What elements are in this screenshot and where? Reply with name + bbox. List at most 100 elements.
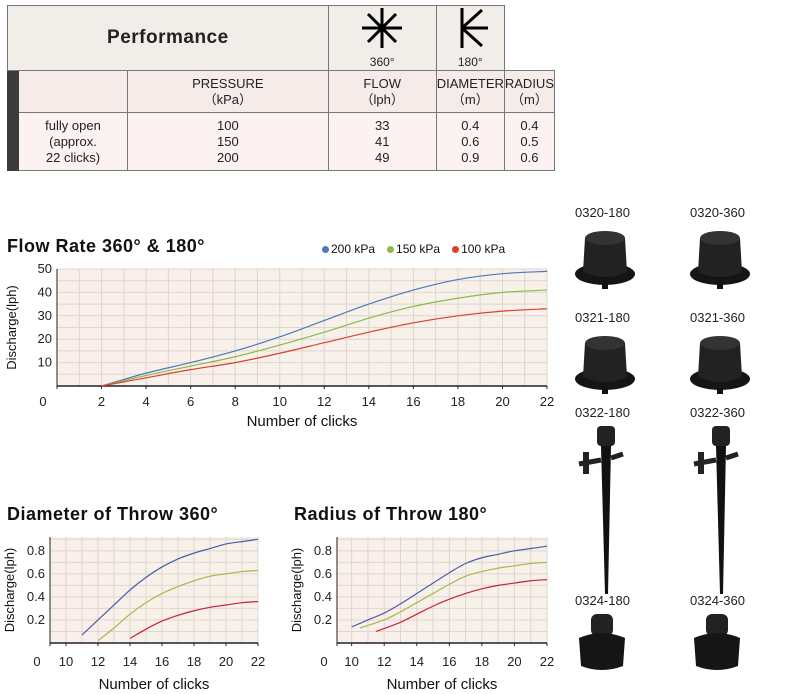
x-tick-label: 6 — [187, 394, 194, 409]
product-label: 0321-360 — [690, 310, 745, 325]
radius-chart-title: Radius of Throw 180° — [294, 504, 488, 524]
u: （m） — [451, 91, 489, 107]
u: （m） — [511, 91, 548, 107]
label-180: 180° — [457, 55, 483, 69]
sprinkler-180-icon — [460, 8, 489, 48]
performance-table: Performance 360° 180° PRESSURE （kPa） FLOW… — [7, 5, 556, 171]
col-diameter: DIAMETER （m） — [435, 70, 505, 113]
y-tick-label: 0.6 — [314, 566, 332, 581]
h: PRESSURE — [192, 75, 264, 91]
product-0321-180: 0321-180 — [575, 310, 639, 400]
product-0324-180: 0324-180 — [575, 593, 639, 683]
x-tick-label: 18 — [451, 394, 465, 409]
x-tick-label: 12 — [317, 394, 331, 409]
x-tick-label: 12 — [377, 654, 391, 669]
v: 49 — [374, 149, 390, 165]
x-tick-label: 22 — [540, 654, 554, 669]
legend-text: 100 kPa — [461, 242, 506, 256]
diameter-values: 0.4 0.6 0.9 — [435, 112, 505, 171]
t: 22 clicks) — [45, 149, 101, 165]
y-axis-label: Discharge(lph) — [4, 285, 19, 370]
product-gallery: 0320-180 0320-360 0321-180 0321-360 0322-180… — [565, 200, 790, 694]
v: 0.6 — [520, 149, 539, 165]
chart-2: 0 10 12 14 16 18 20 22 0.2 0.4 0.6 0.8 Number of cli… — [289, 537, 554, 693]
plot-tint — [337, 537, 407, 643]
series-line-0 — [351, 545, 548, 628]
x-tick-label: 16 — [155, 654, 169, 669]
v: 0.9 — [461, 149, 480, 165]
product-image — [575, 231, 635, 289]
product-image — [690, 231, 750, 289]
x-tick-label: 16 — [442, 654, 456, 669]
legend-100: 100 kPa — [452, 242, 505, 256]
label-360: 360° — [369, 55, 395, 69]
x-tick-label: 0 — [33, 654, 40, 669]
series-line-1 — [359, 561, 548, 629]
legend-150: 150 kPa — [387, 242, 440, 256]
product-label: 0320-360 — [690, 205, 745, 220]
product-0322-180: 0322-180 — [575, 405, 639, 603]
blank-header — [18, 70, 128, 113]
y-tick-label: 20 — [38, 331, 52, 346]
product-0324-360: 0324-360 — [690, 593, 754, 683]
y-tick-label: 0.4 — [314, 589, 332, 604]
series-line-0 — [101, 270, 548, 387]
product-image — [575, 336, 635, 394]
row-label: fully open (approx. 22 clicks) — [18, 112, 128, 171]
h: FLOW — [363, 75, 401, 91]
product-0321-360: 0321-360 — [690, 310, 754, 400]
sprinkler-360-icon — [362, 8, 403, 48]
v: 41 — [374, 133, 390, 149]
x-axis-label: Number of clicks — [99, 676, 210, 693]
product-image — [693, 426, 739, 594]
y-axis-label: Discharge(lph) — [2, 548, 17, 633]
y-axis-label: Discharge(lph) — [289, 548, 304, 633]
pressure-values: 100 150 200 — [127, 112, 329, 171]
series-line-1 — [101, 289, 548, 387]
v: 100 — [217, 117, 239, 133]
legend-dot — [322, 246, 329, 253]
product-image — [690, 336, 750, 394]
v: 0.5 — [520, 133, 539, 149]
x-tick-label: 20 — [507, 654, 521, 669]
product-label: 0322-180 — [575, 405, 630, 420]
u: （lph） — [360, 91, 404, 107]
table-row: fully open (approx. 22 clicks) 100 150 200 3… — [8, 112, 556, 171]
x-tick-label: 10 — [344, 654, 358, 669]
legend-dot — [387, 246, 395, 253]
legend-200: 200 kPa — [322, 242, 375, 256]
series-line-2 — [375, 579, 548, 633]
product-label: 0322-360 — [690, 405, 745, 420]
v: 150 — [217, 133, 239, 149]
series-line-0 — [81, 538, 259, 636]
x-tick-label: 4 — [142, 394, 149, 409]
plot-tint — [50, 537, 120, 643]
product-label: 0320-180 — [575, 205, 630, 220]
product-image — [579, 614, 625, 670]
x-tick-label: 0 — [320, 654, 327, 669]
v: 0.4 — [461, 117, 480, 133]
x-tick-label: 12 — [91, 654, 105, 669]
product-label: 0324-360 — [690, 593, 745, 608]
x-tick-label: 0 — [39, 394, 46, 409]
y-tick-label: 0.8 — [314, 543, 332, 558]
flow-chart-title: Flow Rate 360° & 180° — [7, 236, 205, 256]
series-line-1 — [97, 569, 259, 642]
y-tick-label: 50 — [38, 261, 52, 276]
x-axis-label: Number of clicks — [387, 676, 498, 693]
product-image — [578, 426, 624, 594]
x-tick-label: 14 — [362, 394, 376, 409]
charts-svg: 0 2 4 6 8 10 12 14 16 18 20 22 10 20 30 40 50 Number of c… — [2, 261, 554, 693]
u: （kPa） — [203, 91, 253, 107]
col-radius: RADIUS （m） — [503, 70, 556, 113]
product-0320-360: 0320-360 — [690, 205, 754, 295]
t: fully open — [45, 117, 101, 133]
x-tick-label: 22 — [540, 394, 554, 409]
radius-values: 0.4 0.5 0.6 — [503, 112, 556, 171]
legend: 200 kPa 150 kPa 100 kPa — [322, 242, 505, 256]
x-tick-label: 16 — [406, 394, 420, 409]
chart-1: 0 10 12 14 16 18 20 22 0.2 0.4 0.6 0.8 Number of cli… — [2, 537, 265, 693]
product-image — [694, 614, 740, 670]
h: DIAMETER — [436, 75, 504, 91]
product-label: 0321-180 — [575, 310, 630, 325]
